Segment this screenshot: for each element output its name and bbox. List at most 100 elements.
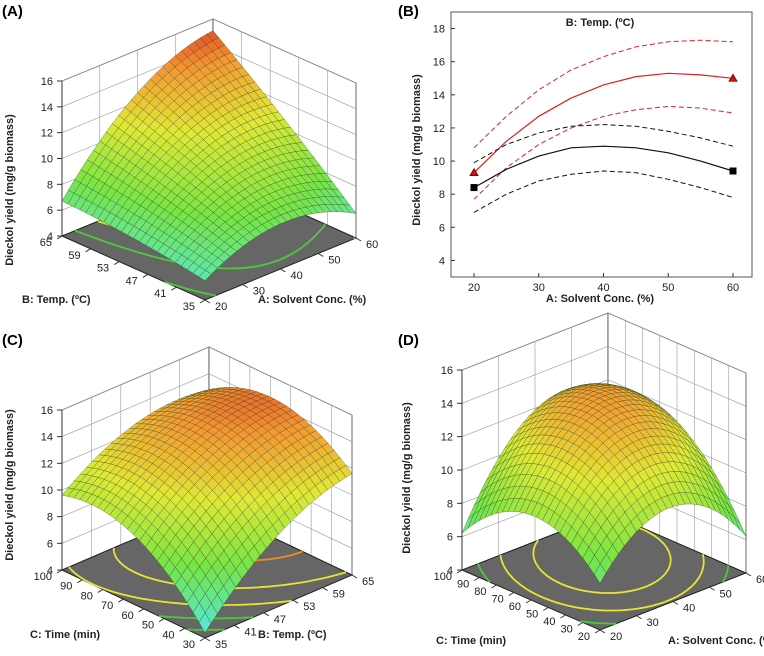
panel-c-y-tick [158, 618, 165, 623]
panel-d-y-tick [525, 599, 532, 604]
panel-label-d: (D) [398, 332, 419, 349]
panel-a-y-tick [85, 248, 91, 253]
panel-d-y-tick-label: 60 [509, 601, 521, 613]
panel-c-x-tick [204, 637, 211, 642]
panel-c-y-tick [138, 608, 144, 613]
panel-c-x-tick-label: 53 [303, 601, 315, 613]
panel-a-y-tick-label: 35 [183, 301, 195, 313]
panel-d-y-tick-label: 90 [457, 579, 469, 591]
panel-a-x-tick [204, 299, 211, 304]
panel-a-y-tick-label: 53 [97, 263, 109, 275]
panel-d-z-tick-label: 12 [441, 432, 453, 444]
panel-label-a: (A) [2, 3, 23, 20]
panel-d-z-axis-label: Dieckol yield (mg/g biomass) [401, 402, 413, 554]
panel-label-c: (C) [2, 332, 23, 349]
panel-a-z-tick-label: 14 [41, 102, 53, 114]
panel-a-x-tick-label: 20 [215, 301, 227, 313]
panel-b-x-tick-label: 60 [727, 282, 739, 294]
panel-c-z-tick-label: 6 [47, 538, 53, 550]
panel-d-z-tick-label: 14 [441, 398, 453, 410]
panel-c-y-tick-label: 50 [142, 620, 154, 632]
panel-b-x-tick-label: 30 [533, 282, 545, 294]
panel-d-y-tick-label: 100 [434, 571, 452, 583]
panel-d-contour-line [499, 554, 705, 612]
panel-c-surface-patch [198, 612, 212, 634]
panel-d-contour-line [477, 563, 730, 625]
panel-d-wall-gridline [461, 346, 747, 407]
panel-d-y-tick [473, 577, 480, 581]
panel-d-x-tick-label: 50 [720, 588, 732, 600]
panel-d-wall-gridline [461, 312, 747, 374]
panel-c-x-tick-label: 41 [244, 626, 256, 638]
panel-d-x-tick [672, 601, 679, 605]
panel-c-x-tick-label: 47 [274, 614, 286, 626]
panel-c-z-tick-label: 4 [47, 565, 53, 577]
panel-c-y-tick [199, 637, 206, 642]
panel-a-x-tick-label: 30 [253, 286, 265, 298]
panel-d-surface-patch [594, 563, 607, 584]
panel-d-y-axis-label: C: Time (min) [436, 635, 506, 647]
panel-b-x-tick-label: 40 [597, 282, 609, 294]
panel-b-y-tick-label: 12 [433, 123, 445, 135]
panel-b-series-low-line [473, 145, 734, 189]
panel-b-y-tick-label: 6 [439, 222, 445, 234]
panel-b-data-point-high [469, 167, 479, 177]
panel-b-data-point-high [728, 73, 738, 82]
panel-d: (D) 4 6 8 10 12 14 16 20 30 40 50 60 20 30 40 50 60 70 80 9… [398, 312, 764, 647]
panel-a-y-tick-label: 65 [40, 237, 52, 249]
panel-a-z-axis-label: Dieckol yield (mg/g biomass) [4, 114, 16, 266]
panel-c-y-tick-label: 60 [121, 610, 133, 622]
panel-b-x-tick-label: 50 [662, 282, 674, 294]
panel-b-plot-frame [450, 11, 753, 278]
panel-c: (C) 4 6 8 10 12 14 16 35 41 47 53 59 65 30 40 50 60 70 80 9… [2, 332, 374, 651]
panel-a-y-tick [56, 235, 63, 240]
panel-c-y-tick [77, 579, 83, 584]
panel-b-y-tick-label: 10 [433, 156, 445, 168]
panel-d-x-axis-label: A: Solvent Conc. (%) [668, 635, 764, 647]
panel-c-x-tick-label: 65 [362, 576, 374, 588]
panel-a-x-tick-label: 60 [366, 239, 378, 251]
panel-a-wall-gridline [61, 18, 357, 84]
panel-c-y-tick-label: 40 [162, 629, 174, 641]
panel-a-z-tick-label: 10 [41, 154, 53, 166]
panel-b-y-tick-label: 16 [433, 57, 445, 69]
panel-c-z-tick-label: 10 [41, 485, 53, 497]
panel-a-y-tick [142, 273, 149, 278]
panel-c-z-tick-label: 12 [41, 458, 53, 470]
panel-d-y-tick-label: 80 [474, 586, 486, 598]
panel-c-y-tick [56, 569, 63, 574]
panel-a-x-tick [280, 268, 286, 273]
panel-d-y-tick-label: 50 [526, 609, 538, 621]
panel-a-x-tick [242, 284, 249, 288]
panel-a-x-tick-label: 40 [291, 270, 303, 282]
panel-b-series-high-upper-ci [473, 39, 734, 149]
panel-d-z-tick-label: 16 [441, 365, 453, 377]
panel-c-y-tick-label: 70 [101, 600, 113, 612]
panel-b-series-low-upper-ci [473, 124, 734, 164]
panel-a-x-axis-label: A: Solvent Conc. (%) [258, 294, 367, 306]
panel-a-x-tick [355, 237, 362, 242]
panel-b-y-tick-label: 14 [433, 90, 445, 102]
panel-c-y-tick [118, 598, 124, 603]
panel-c-y-axis-label: C: Time (min) [30, 629, 100, 641]
panel-a-z-tick-label: 4 [47, 231, 53, 243]
panel-d-wall-gridline [461, 379, 747, 440]
panel-b-series-high-line [473, 72, 734, 174]
panel-d-y-tick-label: 40 [543, 616, 555, 628]
panel-c-y-tick [97, 588, 104, 593]
panel-c-y-tick-label: 90 [60, 581, 72, 593]
panel-d-y-tick [560, 614, 566, 619]
panel-a-y-tick-label: 59 [68, 250, 80, 262]
panel-c-x-tick-label: 35 [215, 639, 227, 651]
panel-b-x-tick-label: 20 [468, 282, 480, 294]
panel-a-z-tick-label: 12 [41, 128, 53, 140]
panel-a-z-tick-label: 8 [47, 179, 53, 191]
panel-c-z-tick-label: 8 [47, 512, 53, 524]
panel-d-z-tick-label: 8 [447, 498, 453, 510]
panel-a-x-tick-label: 50 [328, 255, 340, 267]
panel-a-x-tick [317, 253, 324, 257]
panel-d-y-tick [508, 592, 515, 596]
panel-c-y-tick-label: 80 [81, 590, 93, 602]
panel-d-x-tick-label: 40 [683, 603, 695, 615]
